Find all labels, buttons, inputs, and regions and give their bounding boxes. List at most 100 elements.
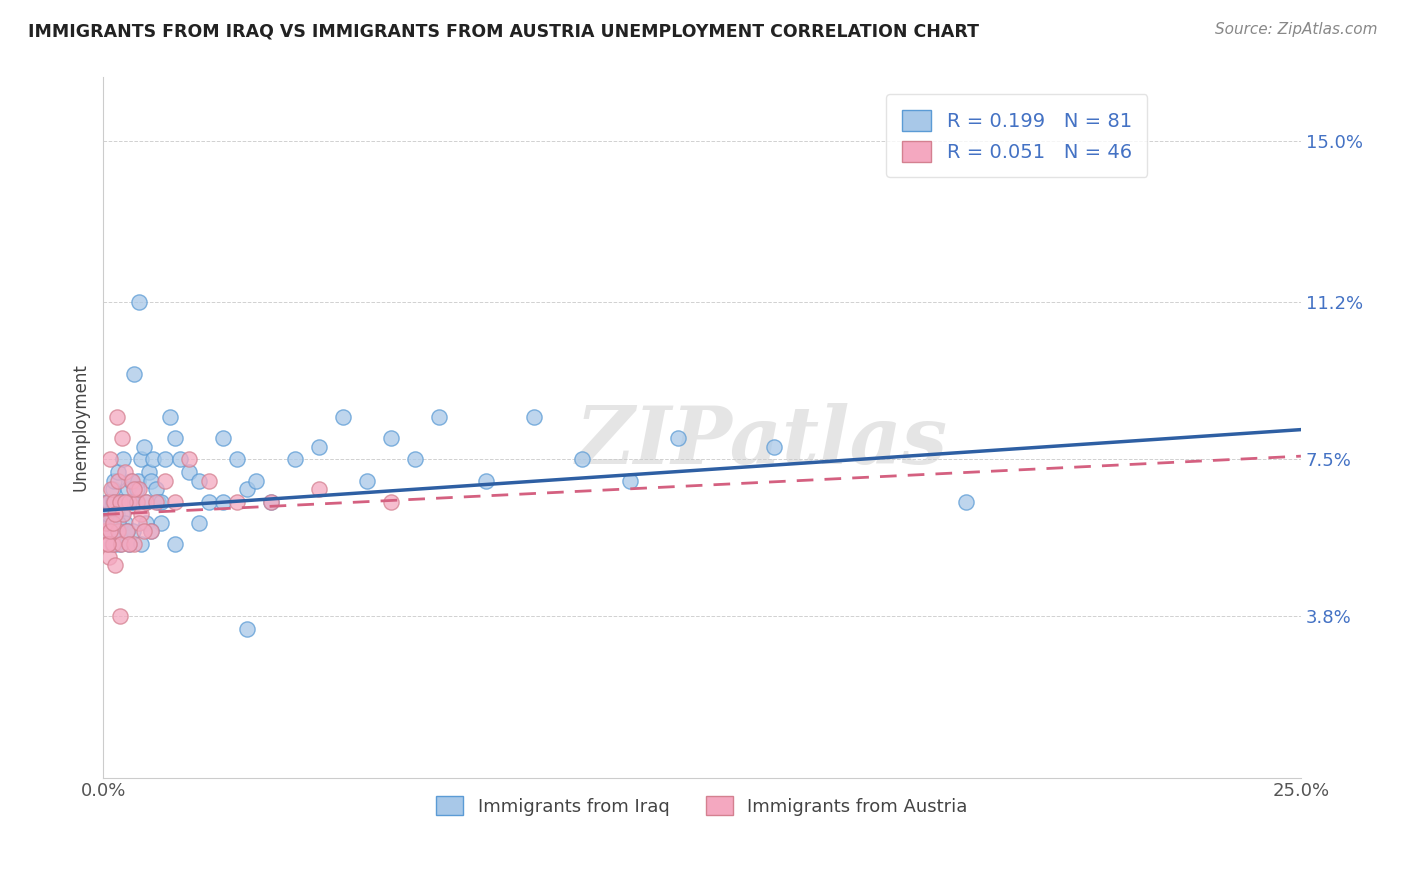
Point bbox=[101, 516, 124, 530]
Point bbox=[197, 495, 219, 509]
Point bbox=[163, 431, 186, 445]
Point bbox=[98, 495, 121, 509]
Point bbox=[118, 495, 141, 509]
Point bbox=[114, 465, 136, 479]
Point bbox=[121, 495, 143, 509]
Point bbox=[284, 452, 307, 467]
Point bbox=[308, 482, 330, 496]
Point bbox=[236, 482, 259, 496]
Point bbox=[159, 409, 181, 424]
Point bbox=[155, 474, 177, 488]
Point bbox=[149, 516, 172, 530]
Point bbox=[380, 431, 402, 445]
Point bbox=[135, 495, 157, 509]
Point bbox=[122, 482, 145, 496]
Point bbox=[571, 452, 593, 467]
Point bbox=[97, 537, 120, 551]
Point bbox=[128, 295, 150, 310]
Point bbox=[226, 495, 249, 509]
Point bbox=[115, 524, 138, 539]
Point bbox=[127, 474, 149, 488]
Point bbox=[108, 495, 131, 509]
Point bbox=[128, 516, 150, 530]
Point bbox=[179, 452, 201, 467]
Point bbox=[128, 482, 150, 496]
Point bbox=[114, 516, 136, 530]
Y-axis label: Unemployment: Unemployment bbox=[72, 364, 89, 491]
Point bbox=[139, 524, 162, 539]
Point bbox=[131, 537, 153, 551]
Point bbox=[111, 508, 134, 522]
Point bbox=[115, 524, 138, 539]
Point bbox=[260, 495, 283, 509]
Point bbox=[111, 495, 134, 509]
Point bbox=[148, 495, 170, 509]
Point bbox=[96, 495, 118, 509]
Point bbox=[103, 495, 125, 509]
Point bbox=[100, 537, 122, 551]
Point bbox=[94, 524, 117, 539]
Point bbox=[122, 368, 145, 382]
Point bbox=[121, 474, 143, 488]
Point bbox=[138, 465, 160, 479]
Point bbox=[104, 537, 127, 551]
Point bbox=[115, 524, 138, 539]
Point bbox=[169, 452, 191, 467]
Point bbox=[98, 452, 121, 467]
Point bbox=[98, 516, 121, 530]
Point bbox=[125, 482, 148, 496]
Point bbox=[131, 508, 153, 522]
Point bbox=[101, 482, 124, 496]
Point bbox=[96, 537, 118, 551]
Point bbox=[103, 474, 125, 488]
Point bbox=[120, 474, 142, 488]
Point bbox=[97, 516, 120, 530]
Point bbox=[139, 474, 162, 488]
Point bbox=[125, 495, 148, 509]
Point bbox=[94, 516, 117, 530]
Point bbox=[404, 452, 426, 467]
Point bbox=[94, 508, 117, 522]
Point bbox=[117, 482, 139, 496]
Point bbox=[132, 524, 155, 539]
Point bbox=[125, 495, 148, 509]
Point bbox=[427, 409, 450, 424]
Point bbox=[97, 549, 120, 564]
Point bbox=[131, 452, 153, 467]
Point bbox=[356, 474, 378, 488]
Point bbox=[145, 482, 167, 496]
Point bbox=[101, 537, 124, 551]
Point bbox=[118, 537, 141, 551]
Point bbox=[97, 508, 120, 522]
Point bbox=[332, 409, 354, 424]
Point bbox=[107, 524, 129, 539]
Point bbox=[523, 409, 546, 424]
Point bbox=[107, 474, 129, 488]
Point bbox=[139, 524, 162, 539]
Point bbox=[100, 508, 122, 522]
Point bbox=[122, 537, 145, 551]
Point bbox=[308, 440, 330, 454]
Point bbox=[149, 495, 172, 509]
Point bbox=[107, 516, 129, 530]
Point bbox=[107, 516, 129, 530]
Point bbox=[105, 409, 128, 424]
Point bbox=[762, 440, 785, 454]
Point bbox=[114, 495, 136, 509]
Point bbox=[475, 474, 498, 488]
Point bbox=[118, 537, 141, 551]
Point bbox=[107, 524, 129, 539]
Point bbox=[145, 495, 167, 509]
Point bbox=[108, 609, 131, 624]
Point bbox=[135, 495, 157, 509]
Point bbox=[110, 537, 132, 551]
Text: IMMIGRANTS FROM IRAQ VS IMMIGRANTS FROM AUSTRIA UNEMPLOYMENT CORRELATION CHART: IMMIGRANTS FROM IRAQ VS IMMIGRANTS FROM … bbox=[28, 22, 979, 40]
Point bbox=[122, 524, 145, 539]
Point bbox=[666, 431, 689, 445]
Point bbox=[112, 452, 135, 467]
Point bbox=[197, 474, 219, 488]
Point bbox=[163, 537, 186, 551]
Point bbox=[260, 495, 283, 509]
Point bbox=[135, 516, 157, 530]
Point bbox=[142, 452, 165, 467]
